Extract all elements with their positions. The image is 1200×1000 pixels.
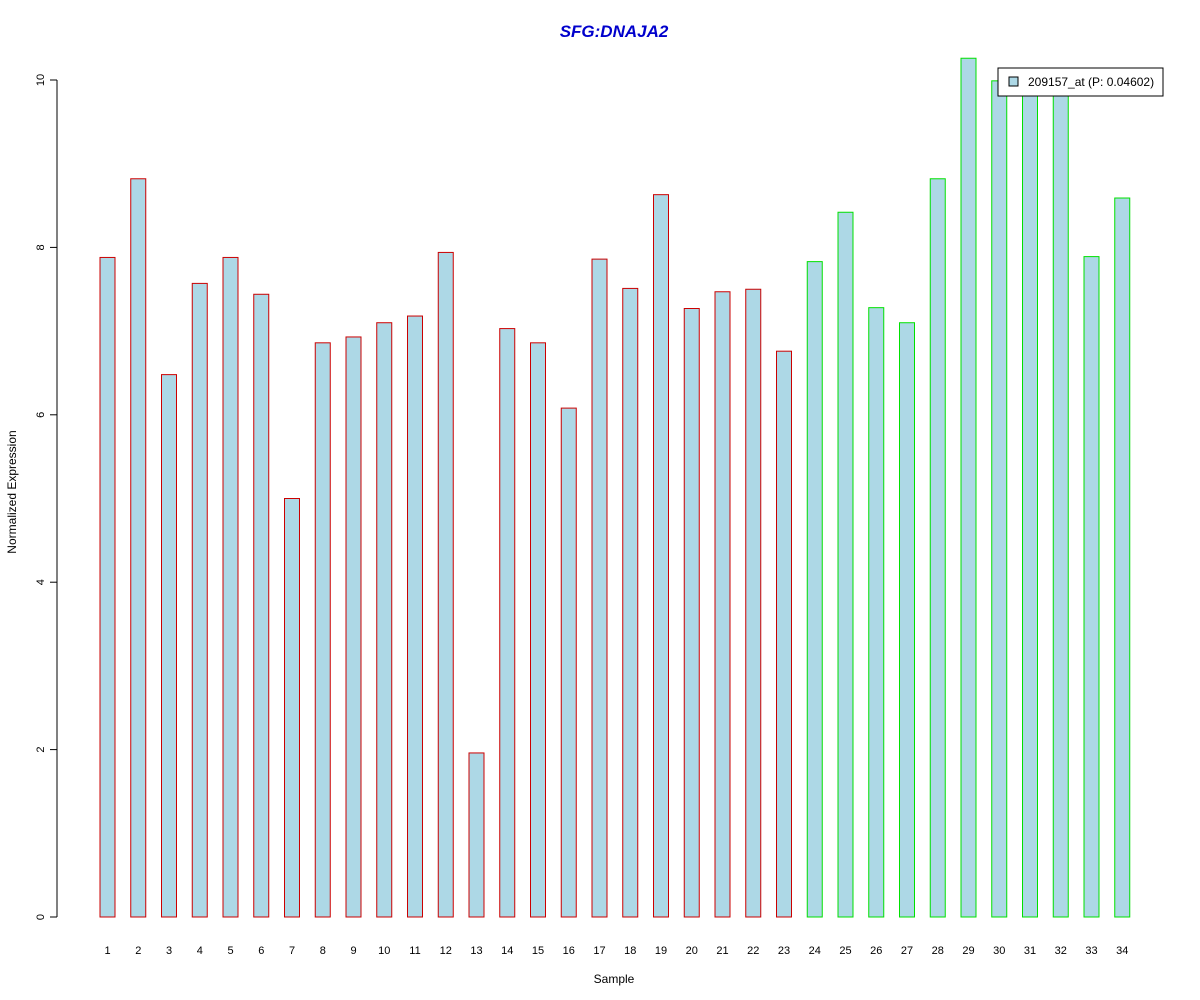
x-tick-label: 7 bbox=[289, 945, 295, 957]
y-tick-label: 10 bbox=[35, 74, 47, 86]
bar-sample-15 bbox=[530, 342, 546, 918]
bar-sample-10 bbox=[376, 322, 393, 918]
x-tick-label: 17 bbox=[593, 945, 605, 957]
bar-sample-9 bbox=[345, 336, 362, 918]
bar-sample-2 bbox=[130, 178, 147, 918]
x-tick-label: 16 bbox=[563, 945, 575, 957]
bar-sample-24 bbox=[806, 261, 823, 918]
legend-entry: 209157_at (P: 0.04602) bbox=[1028, 75, 1154, 89]
x-tick-label: 5 bbox=[227, 945, 233, 957]
bar-sample-14 bbox=[499, 328, 516, 918]
bar-sample-17 bbox=[591, 258, 608, 918]
bar-sample-27 bbox=[899, 322, 915, 918]
y-tick-label: 4 bbox=[35, 579, 47, 585]
x-tick-label: 6 bbox=[258, 945, 264, 957]
bar-sample-26 bbox=[868, 307, 885, 918]
x-tick-label: 26 bbox=[870, 945, 882, 957]
x-tick-label: 20 bbox=[686, 945, 698, 957]
x-tick-label: 25 bbox=[839, 945, 851, 957]
x-axis-label: Sample bbox=[594, 972, 635, 986]
x-tick-label: 31 bbox=[1024, 945, 1036, 957]
x-tick-label: 33 bbox=[1085, 945, 1097, 957]
bar-sample-5 bbox=[222, 256, 239, 918]
y-tick-label: 6 bbox=[35, 412, 47, 418]
bar-sample-12 bbox=[437, 251, 454, 918]
bar-sample-32 bbox=[1052, 90, 1069, 918]
legend-box bbox=[997, 67, 1164, 97]
x-tick-label: 27 bbox=[901, 945, 913, 957]
bar-sample-29 bbox=[960, 57, 977, 918]
bar-sample-7 bbox=[284, 498, 300, 918]
x-tick-label: 1 bbox=[104, 945, 110, 957]
bar-sample-23 bbox=[776, 350, 792, 918]
y-tick-label: 2 bbox=[35, 747, 47, 753]
bar-sample-33 bbox=[1083, 256, 1100, 918]
x-tick-label: 28 bbox=[932, 945, 944, 957]
legend-swatch bbox=[1008, 76, 1019, 87]
x-tick-labels: 1 2 3 4 5 6 7 8 9 10 11 12 13 14 15 16 17 18 19 20 21 22 23 24 2… bbox=[104, 945, 1128, 957]
bar-sample-28 bbox=[929, 178, 946, 918]
bar-sample-30 bbox=[991, 80, 1008, 918]
x-tick-label: 34 bbox=[1116, 945, 1128, 957]
x-tick-label: 15 bbox=[532, 945, 544, 957]
x-tick-label: 12 bbox=[440, 945, 452, 957]
y-axis: 0 2 4 6 8 10 bbox=[35, 74, 58, 920]
x-tick-label: 8 bbox=[320, 945, 326, 957]
x-tick-label: 3 bbox=[166, 945, 172, 957]
bars bbox=[99, 57, 1131, 918]
x-tick-label: 21 bbox=[716, 945, 728, 957]
x-tick-label: 13 bbox=[470, 945, 482, 957]
bar-sample-4 bbox=[191, 282, 208, 918]
bar-sample-13 bbox=[468, 752, 485, 918]
bar-sample-19 bbox=[653, 194, 669, 918]
x-tick-label: 18 bbox=[624, 945, 636, 957]
bar-sample-20 bbox=[683, 308, 700, 918]
x-tick-label: 10 bbox=[378, 945, 390, 957]
x-tick-label: 4 bbox=[197, 945, 203, 957]
chart-title: SFG:DNAJA2 bbox=[560, 22, 669, 41]
x-tick-label: 30 bbox=[993, 945, 1005, 957]
bar-sample-6 bbox=[253, 293, 270, 918]
bar-sample-11 bbox=[407, 315, 423, 918]
x-tick-label: 24 bbox=[809, 945, 821, 957]
y-axis-label: Normalized Expression bbox=[5, 430, 19, 553]
bar-sample-8 bbox=[314, 342, 331, 918]
x-tick-label: 29 bbox=[962, 945, 974, 957]
bar-sample-16 bbox=[560, 407, 577, 918]
legend: 209157_at (P: 0.04602) bbox=[997, 67, 1164, 97]
x-tick-label: 9 bbox=[350, 945, 356, 957]
bar-sample-21 bbox=[714, 291, 731, 918]
bar-sample-18 bbox=[622, 287, 639, 918]
bar-sample-31 bbox=[1022, 90, 1038, 918]
x-tick-label: 23 bbox=[778, 945, 790, 957]
x-tick-label: 22 bbox=[747, 945, 759, 957]
y-tick-label: 8 bbox=[35, 244, 47, 250]
bar-sample-22 bbox=[745, 288, 762, 918]
x-tick-label: 14 bbox=[501, 945, 513, 957]
x-tick-label: 11 bbox=[409, 945, 420, 957]
x-tick-label: 32 bbox=[1055, 945, 1067, 957]
bar-sample-34 bbox=[1114, 197, 1131, 918]
bar-sample-25 bbox=[837, 211, 854, 918]
bar-sample-1 bbox=[99, 256, 116, 918]
x-tick-label: 19 bbox=[655, 945, 667, 957]
x-tick-label: 2 bbox=[135, 945, 141, 957]
y-tick-label: 0 bbox=[35, 914, 47, 920]
bar-sample-3 bbox=[161, 374, 177, 918]
